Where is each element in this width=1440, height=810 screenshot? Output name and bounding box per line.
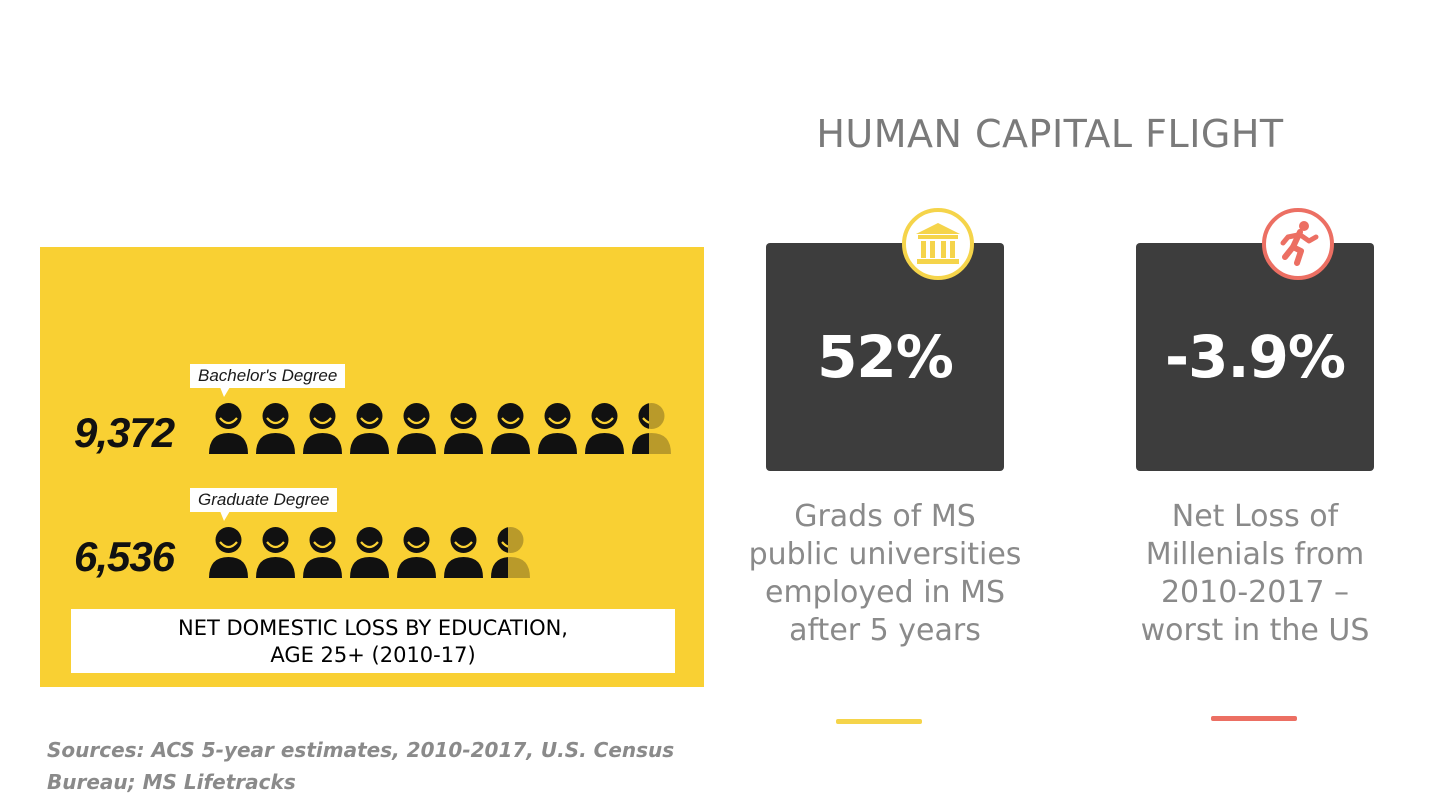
stat-card-millennial-loss: -3.9% <box>1136 243 1374 471</box>
stat-value: -3.9% <box>1165 323 1346 391</box>
person-icon <box>350 403 389 454</box>
person-icon <box>491 403 530 454</box>
stat-value: 52% <box>817 323 954 391</box>
stat-description-grads: Grads of MS public universities employed… <box>745 498 1025 650</box>
caption-line-1: NET DOMESTIC LOSS BY EDUCATION, <box>178 616 568 640</box>
person-icon <box>256 403 295 454</box>
person-icon <box>632 403 671 454</box>
accent-bar-red <box>1211 716 1297 721</box>
person-icon <box>209 527 248 578</box>
person-icon <box>585 403 624 454</box>
stat-card-grads-employed: 52% <box>766 243 1004 471</box>
desc-line: Grads of MS <box>794 499 976 534</box>
person-icon <box>444 403 483 454</box>
caption-line-2: AGE 25+ (2010-17) <box>270 643 476 667</box>
accent-bar-yellow <box>836 719 922 724</box>
desc-line: 2010-2017 – <box>1160 575 1350 610</box>
sources-note: Sources: ACS 5-year estimates, 2010-2017… <box>47 734 687 798</box>
bachelors-people-icons <box>208 402 672 454</box>
person-icon <box>491 527 530 578</box>
university-icon <box>902 208 974 280</box>
person-icon <box>209 403 248 454</box>
infographic-caption: NET DOMESTIC LOSS BY EDUCATION, AGE 25+ … <box>71 609 675 673</box>
person-icon <box>538 403 577 454</box>
graduate-value: 6,536 <box>74 533 175 580</box>
sources-line-2: Bureau; MS Lifetracks <box>47 770 296 794</box>
person-icon <box>256 527 295 578</box>
desc-line: employed in MS <box>764 575 1005 610</box>
desc-line: worst in the US <box>1140 613 1370 648</box>
bachelors-value: 9,372 <box>74 409 175 456</box>
person-icon <box>397 527 436 578</box>
sources-line-1: Sources: ACS 5-year estimates, 2010-2017… <box>47 738 675 762</box>
graduate-people-icons <box>208 526 531 578</box>
education-loss-infographic: Bachelor's Degree 9,372 <box>40 247 704 687</box>
page-title: HUMAN CAPITAL FLIGHT <box>816 112 1284 156</box>
bachelors-label: Bachelor's Degree <box>190 364 346 397</box>
person-icon <box>444 527 483 578</box>
desc-line: public universities <box>748 537 1022 572</box>
desc-line: Millenials from <box>1145 537 1365 572</box>
person-icon <box>303 403 342 454</box>
person-icon <box>350 527 389 578</box>
running-person-icon <box>1262 208 1334 280</box>
desc-line: Net Loss of <box>1171 499 1339 534</box>
graduate-label: Graduate Degree <box>190 488 338 521</box>
person-icon <box>397 403 436 454</box>
person-icon <box>303 527 342 578</box>
desc-line: after 5 years <box>789 613 981 648</box>
stat-description-millennials: Net Loss of Millenials from 2010-2017 – … <box>1115 498 1395 650</box>
